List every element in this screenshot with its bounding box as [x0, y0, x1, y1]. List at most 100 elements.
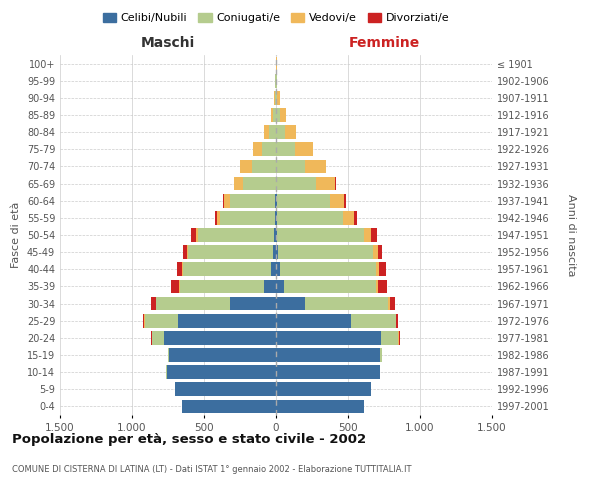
Bar [183, 262, 271, 276]
Bar [276, 400, 364, 413]
Bar [276, 366, 380, 379]
Text: COMUNE DI CISTERNA DI LATINA (LT) - Dati ISTAT 1° gennaio 2002 - Elaborazione TU: COMUNE DI CISTERNA DI LATINA (LT) - Dati… [12, 466, 412, 474]
Bar [176, 262, 182, 276]
Bar [276, 160, 305, 173]
Bar [182, 400, 276, 413]
Bar [276, 331, 381, 344]
Bar [275, 91, 276, 104]
Bar [233, 176, 234, 190]
Text: Popolazione per età, sesso e stato civile - 2002: Popolazione per età, sesso e stato civil… [12, 432, 366, 446]
Bar [376, 262, 379, 276]
Bar [224, 194, 230, 207]
Bar [273, 108, 276, 122]
Bar [274, 228, 276, 242]
Bar [276, 280, 284, 293]
Bar [175, 382, 276, 396]
Y-axis label: Fasce di età: Fasce di età [11, 202, 21, 268]
Bar [399, 331, 400, 344]
Bar [251, 160, 276, 173]
Bar [276, 194, 277, 207]
Bar [373, 246, 377, 259]
Bar [276, 211, 277, 224]
Bar [276, 246, 278, 259]
Bar [330, 194, 344, 207]
Bar [335, 176, 336, 190]
Bar [157, 296, 230, 310]
Bar [295, 142, 313, 156]
Bar [379, 262, 386, 276]
Bar [276, 176, 316, 190]
Bar [305, 296, 388, 310]
Bar [269, 126, 276, 139]
Bar [276, 382, 371, 396]
Bar [167, 366, 276, 379]
Bar [277, 91, 280, 104]
Bar [151, 331, 152, 344]
Bar [197, 228, 274, 242]
Bar [169, 348, 276, 362]
Bar [396, 314, 398, 328]
Bar [188, 246, 273, 259]
Bar [284, 126, 296, 139]
Bar [271, 262, 276, 276]
Bar [284, 280, 376, 293]
Bar [280, 262, 376, 276]
Bar [277, 194, 330, 207]
Bar [220, 211, 275, 224]
Text: Femmine: Femmine [349, 36, 419, 50]
Bar [164, 331, 276, 344]
Bar [377, 246, 382, 259]
Bar [265, 280, 276, 293]
Bar [178, 314, 276, 328]
Bar [196, 228, 197, 242]
Bar [183, 246, 187, 259]
Bar [276, 314, 351, 328]
Bar [351, 314, 395, 328]
Bar [371, 228, 377, 242]
Bar [187, 246, 188, 259]
Bar [275, 211, 276, 224]
Bar [144, 314, 145, 328]
Bar [316, 176, 335, 190]
Bar [376, 280, 378, 293]
Bar [171, 280, 179, 293]
Bar [143, 314, 144, 328]
Bar [364, 228, 371, 242]
Bar [240, 160, 251, 173]
Legend: Celibi/Nubili, Coniugati/e, Vedovi/e, Divorziati/e: Celibi/Nubili, Coniugati/e, Vedovi/e, Di… [98, 8, 454, 28]
Bar [276, 126, 284, 139]
Bar [343, 211, 355, 224]
Bar [265, 126, 269, 139]
Bar [253, 142, 262, 156]
Bar [191, 228, 196, 242]
Bar [152, 331, 164, 344]
Bar [278, 246, 373, 259]
Bar [243, 176, 276, 190]
Bar [305, 160, 326, 173]
Text: Maschi: Maschi [141, 36, 195, 50]
Bar [168, 348, 169, 362]
Bar [395, 314, 396, 328]
Y-axis label: Anni di nascita: Anni di nascita [566, 194, 577, 276]
Bar [271, 108, 273, 122]
Bar [390, 296, 395, 310]
Bar [262, 142, 276, 156]
Bar [277, 228, 364, 242]
Bar [344, 194, 346, 207]
Bar [182, 262, 183, 276]
Bar [276, 91, 277, 104]
Bar [145, 314, 178, 328]
Bar [156, 296, 157, 310]
Bar [223, 194, 224, 207]
Bar [276, 142, 295, 156]
Bar [274, 91, 275, 104]
Bar [276, 262, 280, 276]
Bar [230, 194, 275, 207]
Bar [378, 280, 387, 293]
Bar [380, 348, 382, 362]
Bar [388, 296, 390, 310]
Bar [276, 228, 277, 242]
Bar [151, 296, 156, 310]
Bar [276, 296, 305, 310]
Bar [273, 246, 276, 259]
